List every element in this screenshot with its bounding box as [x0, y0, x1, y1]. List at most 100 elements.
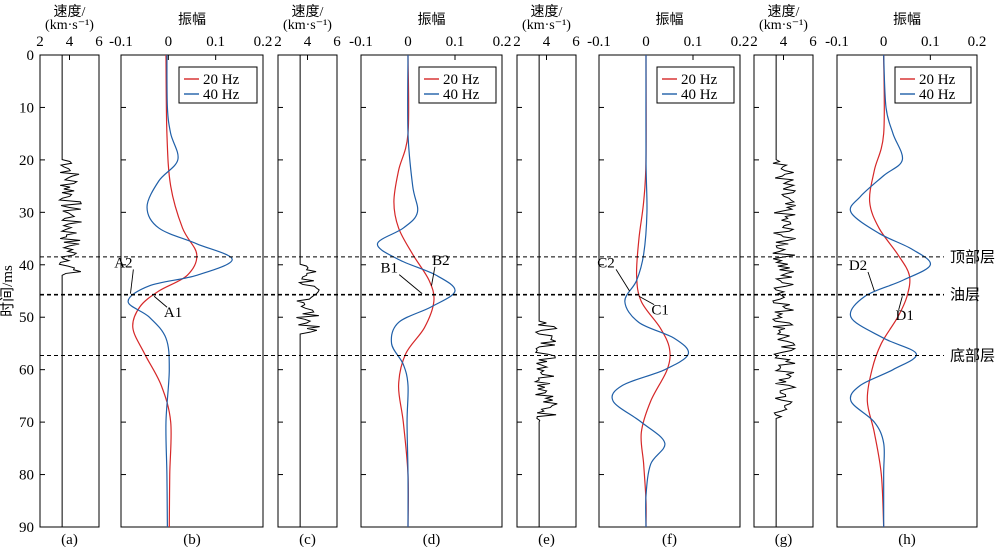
- panel-label-f: (f): [662, 532, 677, 547]
- annotation-b2: B2: [432, 253, 450, 269]
- x-tick-label-g: 6: [809, 34, 817, 50]
- annotation-leader-h: [867, 271, 875, 292]
- x-tick-label-c: 2: [274, 34, 282, 50]
- x-tick-label-b: 0: [165, 34, 173, 50]
- panel-frame-h: [836, 54, 978, 528]
- legend-label-h: 40 Hz: [919, 87, 956, 103]
- series-40hz-b: [127, 54, 233, 528]
- panel-frame-f: [598, 54, 741, 528]
- x-tick-label-h: 0.2: [968, 34, 987, 50]
- x-tick-label-c: 4: [304, 34, 312, 50]
- velocity-unit-c: (km·s⁻¹): [283, 18, 332, 33]
- time-tick-label: 0: [27, 48, 35, 64]
- x-tick-label-h: 0.1: [921, 34, 940, 50]
- x-tick-label-g: 2: [750, 34, 758, 50]
- velocity-title-c: 速度/: [292, 4, 324, 20]
- panel-frame-a: [39, 54, 100, 528]
- annotation-c2: C2: [597, 255, 615, 271]
- annotation-a2: A2: [114, 255, 132, 271]
- annotation-b1: B1: [380, 261, 398, 277]
- annotation-leader-f: [615, 269, 630, 292]
- velocity-log-c: [296, 55, 320, 527]
- x-tick-label-f: 0: [642, 34, 650, 50]
- annotation-leader-b: [130, 269, 134, 294]
- annotation-c1: C1: [651, 303, 669, 319]
- x-tick-label-e: 2: [513, 34, 521, 50]
- velocity-unit-e: (km·s⁻¹): [522, 18, 571, 33]
- series-20hz-h: [866, 54, 911, 528]
- amplitude-title-d: 振幅: [418, 12, 446, 28]
- panel-frame-b: [120, 54, 264, 528]
- panel-frame-d: [360, 54, 503, 528]
- annotation-d2: D2: [849, 258, 867, 274]
- legend-box-d: [418, 66, 497, 104]
- x-tick-label-e: 6: [572, 34, 580, 50]
- time-tick-label: 90: [19, 520, 34, 536]
- time-tick-label: 40: [19, 258, 34, 274]
- legend-label-b: 20 Hz: [203, 72, 240, 88]
- series-40hz-f: [611, 54, 690, 528]
- time-tick-label: 50: [19, 310, 34, 326]
- time-tick-label: 20: [19, 153, 34, 169]
- annotation-leader-d: [431, 266, 436, 286]
- series-40hz-h: [849, 54, 931, 527]
- panel-frame-c: [277, 54, 338, 528]
- annotation-leader-h: [898, 296, 903, 310]
- annotation-leader-b: [153, 295, 168, 308]
- x-tick-label-g: 4: [780, 34, 788, 50]
- x-tick-label-e: 4: [543, 34, 551, 50]
- velocity-unit-a: (km·s⁻¹): [45, 18, 94, 33]
- x-tick-label-d: 0.2: [493, 34, 512, 50]
- velocity-log-e: [533, 55, 558, 527]
- x-tick-label-d: 0.1: [446, 34, 465, 50]
- panel-frame-e: [516, 54, 577, 528]
- x-tick-label-a: 6: [95, 34, 103, 50]
- horizon-label: 油层: [950, 287, 980, 304]
- annotation-leader-d: [398, 274, 423, 294]
- panel-label-e: (e): [538, 532, 555, 547]
- series-20hz-b: [132, 54, 198, 528]
- amplitude-title-b: 振幅: [178, 12, 206, 28]
- legend-label-f: 20 Hz: [681, 72, 718, 88]
- series-40hz-d: [376, 54, 456, 528]
- velocity-log-g: [771, 55, 797, 527]
- x-tick-label-c: 6: [333, 34, 341, 50]
- legend-label-f: 40 Hz: [681, 87, 718, 103]
- x-tick-label-d: 0: [404, 34, 412, 50]
- velocity-unit-g: (km·s⁻¹): [759, 18, 808, 33]
- panel-label-c: (c): [299, 532, 316, 547]
- x-tick-label-h: 0: [880, 34, 888, 50]
- x-tick-label-f: 0.2: [731, 34, 750, 50]
- x-tick-label-a: 2: [36, 34, 44, 50]
- time-tick-label: 70: [19, 415, 34, 431]
- panel-label-d: (d): [423, 532, 441, 547]
- series-20hz-f: [635, 54, 671, 528]
- time-tick-label: 80: [19, 468, 34, 484]
- legend-label-b: 40 Hz: [203, 87, 240, 103]
- legend-box-f: [656, 66, 735, 104]
- velocity-title-a: 速度/: [54, 4, 86, 20]
- horizon-label: 顶部层: [950, 249, 995, 266]
- panel-label-h: (h): [898, 532, 916, 547]
- x-tick-label-d: -0.1: [349, 34, 373, 50]
- panel-frame-g: [753, 54, 814, 528]
- series-20hz-d: [393, 54, 435, 528]
- time-axis-title: 时间/ms: [0, 265, 16, 317]
- legend-label-d: 20 Hz: [443, 72, 480, 88]
- legend-label-h: 20 Hz: [919, 72, 956, 88]
- amplitude-title-h: 振幅: [893, 12, 921, 28]
- panel-label-b: (b): [183, 532, 201, 547]
- velocity-title-e: 速度/: [531, 4, 563, 20]
- x-tick-label-b: 0.2: [254, 34, 273, 50]
- panel-label-a: (a): [61, 532, 78, 547]
- x-tick-label-b: 0.1: [206, 34, 225, 50]
- annotation-d1: D1: [895, 308, 913, 324]
- x-tick-label-a: 4: [66, 34, 74, 50]
- x-tick-label-h: -0.1: [825, 34, 849, 50]
- time-tick-label: 10: [19, 100, 34, 116]
- x-tick-label-f: 0.1: [684, 34, 703, 50]
- panel-label-g: (g): [775, 532, 793, 547]
- annotation-a1: A1: [164, 305, 182, 321]
- amplitude-title-f: 振幅: [656, 12, 684, 28]
